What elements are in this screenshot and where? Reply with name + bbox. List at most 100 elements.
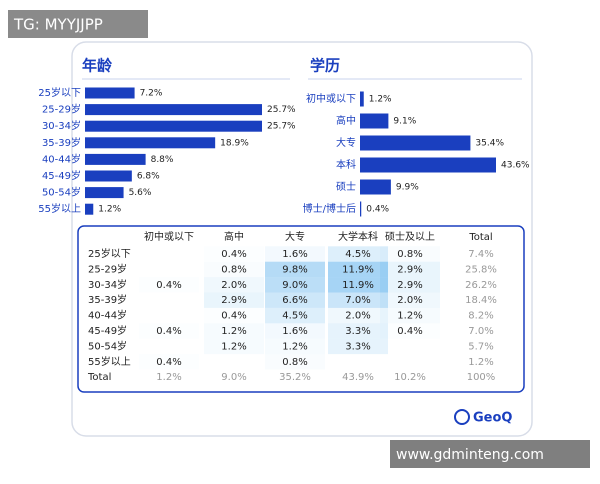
- table-cell: 9.0%: [221, 372, 246, 383]
- category-label: 初中或以下: [306, 92, 356, 105]
- bar: [85, 170, 132, 182]
- table-cell: 7.0%: [468, 326, 493, 337]
- heat-cell: [265, 277, 325, 293]
- heat-cell: [204, 323, 264, 339]
- table-cell: 8.2%: [468, 311, 493, 322]
- table-header: 高中: [224, 230, 244, 243]
- chart-title: 学历: [310, 57, 340, 75]
- table-cell: 5.7%: [468, 341, 493, 352]
- table-cell: 11.9%: [342, 264, 374, 275]
- bar: [85, 153, 146, 165]
- category-label: 30-34岁: [42, 119, 81, 132]
- table-cell: 2.0%: [221, 280, 246, 291]
- row-label: Total: [87, 372, 111, 383]
- table-cell: 1.6%: [282, 249, 307, 260]
- table-cell: 0.4%: [156, 357, 181, 368]
- category-label: 35-39岁: [42, 136, 81, 149]
- table-cell: 3.3%: [345, 341, 370, 352]
- value-label: 7.2%: [140, 89, 163, 99]
- table-cell: 3.3%: [345, 326, 370, 337]
- category-label: 50-54岁: [42, 186, 81, 199]
- value-label: 1.2%: [369, 95, 392, 105]
- heat-cell: [265, 323, 325, 339]
- table-frame: [77, 225, 525, 393]
- table-cell: 26.2%: [465, 280, 497, 291]
- table-cell: 0.8%: [221, 264, 246, 275]
- table-cell: 43.9%: [342, 372, 374, 383]
- heat-cell: [380, 307, 440, 324]
- category-label: 大专: [336, 136, 356, 149]
- table-cell: 7.0%: [345, 295, 370, 306]
- value-label: 8.8%: [151, 155, 174, 165]
- category-label: 55岁以上: [38, 202, 81, 215]
- bar: [360, 113, 389, 129]
- heat-cell: [380, 261, 440, 278]
- heat-cell: [380, 277, 440, 293]
- table-cell: 1.2%: [156, 372, 181, 383]
- heat-cell: [265, 307, 325, 324]
- category-label: 本科: [336, 158, 356, 171]
- bar: [85, 120, 262, 132]
- value-label: 35.4%: [475, 139, 504, 149]
- value-label: 25.7%: [267, 105, 296, 115]
- value-label: 0.4%: [366, 205, 389, 215]
- table-cell: 2.9%: [397, 280, 422, 291]
- heat-cell: [328, 323, 388, 339]
- heat-cell: [328, 338, 388, 355]
- table-cell: 0.8%: [282, 357, 307, 368]
- table-cell: 2.0%: [397, 295, 422, 306]
- heat-cell: [380, 292, 440, 308]
- table-cell: 4.5%: [282, 311, 307, 322]
- row-label: 25岁以下: [88, 247, 131, 260]
- category-label: 高中: [336, 114, 356, 127]
- table-cell: 1.2%: [397, 311, 422, 322]
- value-label: 1.2%: [98, 205, 121, 215]
- row-label: 25-29岁: [88, 262, 127, 275]
- table-cell: 0.4%: [156, 326, 181, 337]
- table-cell: 0.8%: [397, 249, 422, 260]
- heat-cell: [328, 261, 388, 278]
- table-cell: 100%: [467, 372, 496, 383]
- category-label: 40-44岁: [42, 152, 81, 165]
- table-cell: 2.0%: [345, 311, 370, 322]
- bar: [85, 87, 135, 99]
- category-label: 硕士: [336, 180, 356, 193]
- logo-icon: [454, 409, 470, 425]
- row-label: 50-54岁: [88, 339, 127, 352]
- watermark: TG: MYYJJPP: [13, 16, 103, 34]
- table-header: 初中或以下: [144, 230, 194, 243]
- table-header: 大学本科: [338, 230, 378, 243]
- bar: [85, 137, 216, 149]
- chart-title: 年龄: [82, 57, 113, 75]
- bar: [85, 187, 124, 199]
- bar: [85, 104, 262, 116]
- table-cell: 9.8%: [282, 264, 307, 275]
- heat-cell: [328, 246, 388, 262]
- table-cell: 35.2%: [279, 372, 311, 383]
- heat-cell: [265, 261, 325, 278]
- heat-cell: [204, 292, 264, 308]
- heat-cell: [265, 338, 325, 355]
- table-cell: 0.4%: [156, 280, 181, 291]
- bar: [85, 203, 94, 215]
- row-label: 55岁以上: [88, 355, 131, 368]
- heat-cell: [265, 292, 325, 308]
- bar: [360, 201, 362, 217]
- table-cell: 1.2%: [221, 326, 246, 337]
- row-label: 45-49岁: [88, 324, 127, 337]
- table-cell: 1.2%: [468, 357, 493, 368]
- category-label: 25岁以下: [38, 86, 81, 99]
- footer: www.gdminteng.com: [396, 447, 544, 463]
- table-cell: 1.6%: [282, 326, 307, 337]
- category-label: 博士/博士后: [303, 202, 356, 215]
- table-cell: 1.2%: [282, 341, 307, 352]
- table-cell: 7.4%: [468, 249, 493, 260]
- table-header: Total: [468, 232, 492, 243]
- table-cell: 9.0%: [282, 280, 307, 291]
- category-label: 25-29岁: [42, 103, 81, 116]
- table-cell: 2.9%: [221, 295, 246, 306]
- table-cell: 1.2%: [221, 341, 246, 352]
- table-cell: 6.6%: [282, 295, 307, 306]
